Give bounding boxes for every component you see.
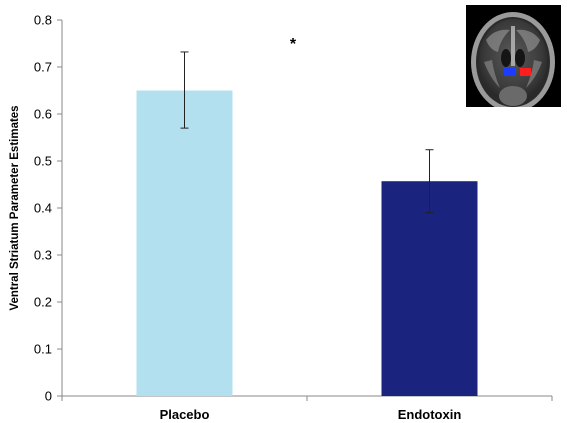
bars <box>136 90 478 396</box>
error-bars <box>180 51 434 214</box>
category-labels: Placebo Endotoxin <box>160 407 462 422</box>
bar-endotoxin <box>381 181 478 396</box>
y-tick-label: 0.8 <box>34 13 52 28</box>
brain-mri-inset-image <box>466 5 561 107</box>
x-ticks <box>61 396 553 401</box>
y-tick-label: 0.6 <box>34 107 52 122</box>
category-label-placebo: Placebo <box>160 407 210 422</box>
y-tick-label: 0.4 <box>34 201 52 216</box>
y-tick-label: 0.1 <box>34 342 52 357</box>
bar-placebo <box>136 90 233 396</box>
error-bar-placebo <box>180 51 189 129</box>
y-axis-title: Ventral Striatum Parameter Estimates <box>9 105 21 310</box>
significance-asterisk: * <box>290 36 297 53</box>
y-tick-label: 0 <box>45 389 52 404</box>
y-ticks: 0 0.1 0.2 0.3 0.4 0.5 0.6 0.7 0.8 <box>34 13 62 404</box>
error-bar-endotoxin <box>425 149 434 214</box>
y-tick-label: 0.2 <box>34 295 52 310</box>
y-tick-label: 0.3 <box>34 248 52 263</box>
category-label-endotoxin: Endotoxin <box>398 407 462 422</box>
y-tick-label: 0.5 <box>34 154 52 169</box>
y-tick-label: 0.7 <box>34 60 52 75</box>
